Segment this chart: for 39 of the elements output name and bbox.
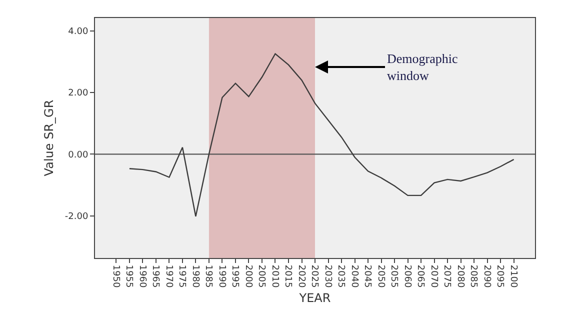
y-tick-label: -2.00 [64,212,88,222]
y-axis-title: Value SR_GR [42,100,56,176]
x-tick-label: 2065 [415,264,426,288]
x-tick-label: 2090 [481,264,492,288]
x-tick-label: 2045 [362,264,372,288]
x-axis-title: YEAR [298,290,331,305]
x-tick-label: 1970 [163,264,174,288]
x-tick-label: 2095 [494,264,505,288]
line-series [128,53,514,218]
y-tick-label: 0.00 [68,150,88,160]
x-tick-label: 2015 [282,264,293,288]
x-tick-label: 1990 [216,264,226,288]
x-tick-label: 1995 [230,264,240,288]
x-tick-label: 2055 [388,264,399,288]
x-tick-label: 1960 [136,264,147,288]
x-tick-label: 2020 [296,264,306,288]
y-tick-label: 2.00 [68,88,88,99]
x-tick-label: 1985 [203,264,214,288]
y-tick-label: 4.00 [68,27,88,38]
x-tick-label: 2060 [402,264,412,288]
x-tick-label: 2075 [442,264,452,288]
x-tick-label: 1950 [110,264,120,288]
x-tick-label: 2050 [375,264,386,288]
x-tick-label: 2010 [269,264,280,288]
x-tick-label: 2000 [242,264,253,288]
x-tick-label: 1965 [150,264,160,288]
x-tick-label: 2040 [348,264,359,288]
x-tick-label: 2025 [309,264,320,288]
x-tick-label: 2085 [468,264,478,288]
x-tick-label: 1980 [190,264,200,288]
annotation: Demographic window [387,51,458,83]
x-tick-label: 2030 [322,264,332,288]
x-tick-label: 2070 [428,264,438,288]
x-tick-label: 2100 [508,264,518,288]
x-tick-label: 1975 [176,264,187,288]
x-tick-label: 2080 [454,264,465,288]
x-tick-label: 2035 [336,264,346,288]
x-tick-label: 1955 [124,264,134,288]
x-tick-label: 2005 [256,264,266,288]
